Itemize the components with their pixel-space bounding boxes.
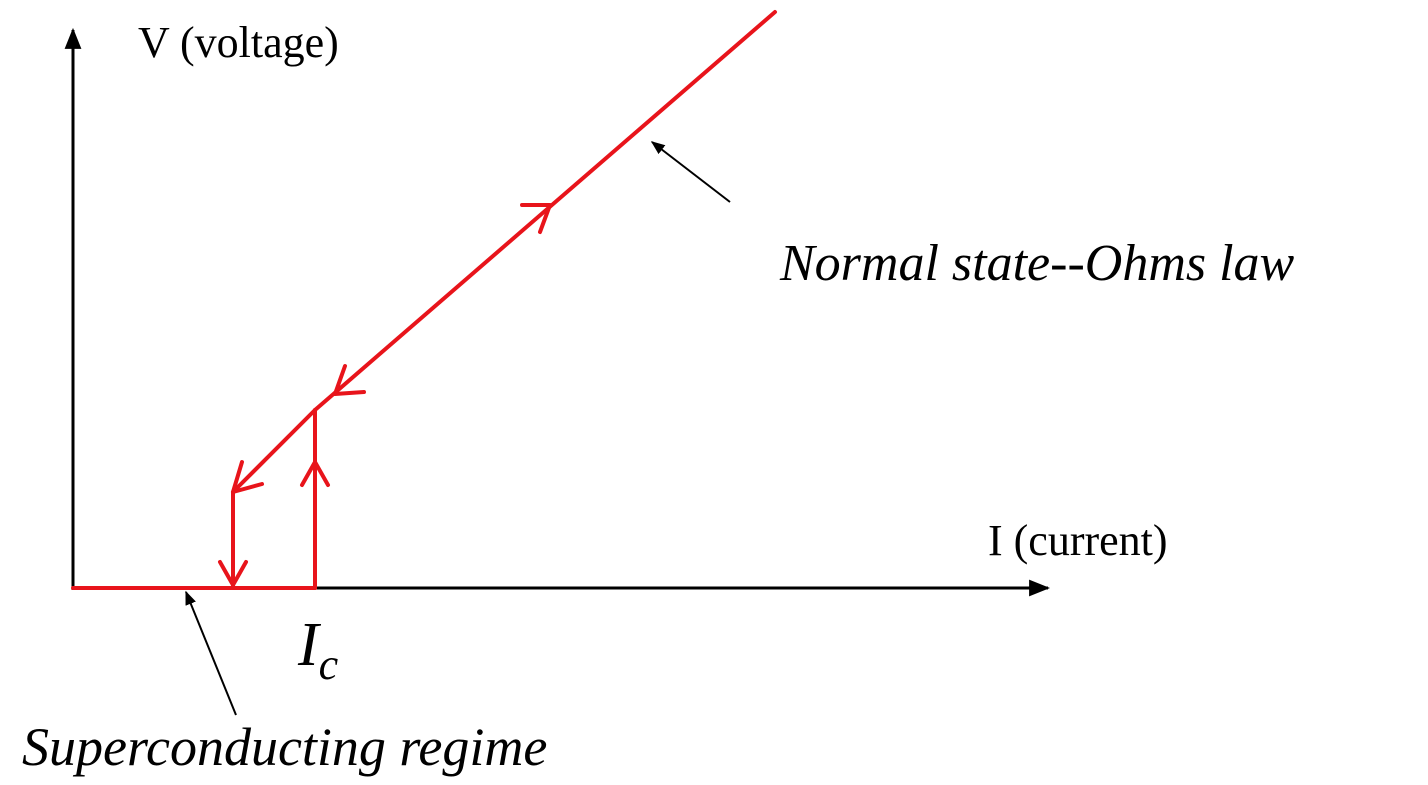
pointer-normal bbox=[650, 141, 731, 203]
arrowhead-up bbox=[300, 460, 330, 487]
normal-state-label: Normal state--Ohms law bbox=[779, 235, 1295, 292]
arrowhead-down bbox=[218, 560, 248, 587]
x-axis-label: I (current) bbox=[988, 516, 1168, 565]
y-axis-label: V (voltage) bbox=[138, 18, 339, 67]
iv-curve bbox=[71, 10, 777, 590]
normal-branch bbox=[313, 10, 777, 412]
arrowhead-ramp-down bbox=[333, 364, 366, 396]
critical-current-subscript: c bbox=[319, 640, 339, 689]
return-branch bbox=[231, 408, 317, 494]
superconducting-label: Superconducting regime bbox=[22, 717, 547, 777]
critical-current-label: Ic bbox=[297, 611, 339, 689]
critical-current-symbol: I bbox=[297, 611, 322, 679]
arrowhead-ramp-up bbox=[520, 203, 552, 234]
pointer-superconducting bbox=[185, 590, 237, 716]
